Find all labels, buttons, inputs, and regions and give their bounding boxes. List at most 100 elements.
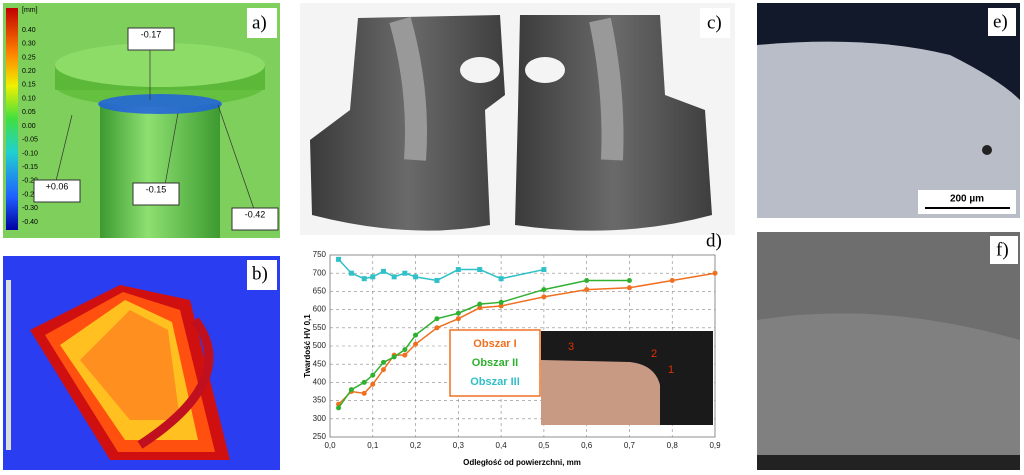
scale-label: -0.30 [22, 205, 38, 212]
callout-box [231, 207, 279, 231]
marker [348, 387, 354, 393]
legend-strip [6, 280, 11, 450]
y-tick-label: 500 [313, 341, 327, 350]
x-tick-label: 0,8 [667, 441, 679, 450]
scale-label: 0.10 [22, 95, 36, 102]
info-bar [757, 455, 1020, 470]
marker [455, 267, 461, 273]
y-tick-label: 400 [313, 378, 327, 387]
y-tick-label: 550 [313, 323, 327, 332]
marker [391, 274, 397, 280]
marker [380, 359, 386, 365]
marker [669, 277, 675, 283]
marker [626, 285, 632, 291]
fillet-deviation [98, 94, 222, 114]
panel-label: d) [706, 230, 722, 251]
y-tick-label: 250 [313, 432, 327, 441]
callout: -0.42 [245, 209, 266, 219]
inset-dark [541, 331, 713, 425]
y-tick-label: 650 [313, 287, 327, 296]
groove [589, 17, 624, 161]
callout-box [33, 179, 81, 203]
label-bg [988, 8, 1016, 36]
x-tick-label: 0,5 [538, 441, 550, 450]
marker [477, 267, 483, 273]
label-bg [700, 8, 730, 38]
legend-entry: Obszar I [473, 338, 516, 350]
marker [380, 268, 386, 274]
panel-e: 200 µm e) [757, 3, 1020, 218]
shaft [100, 100, 220, 238]
marker [413, 341, 419, 347]
legend-entry: Obszar II [472, 357, 518, 369]
panel-a: [mm] 0.40 0.30 0.25 0.20 0.15 0.10 0.05 0.00 -0.… [3, 3, 280, 238]
y-tick-label: 700 [313, 268, 327, 277]
y-tick-label: 350 [313, 396, 327, 405]
x-tick-label: 0,4 [496, 441, 508, 450]
label-bg [990, 236, 1018, 264]
inset-label: 1 [668, 364, 674, 376]
panel-label: e) [993, 11, 1008, 32]
scale-bg [918, 190, 1016, 214]
y-tick-label: 450 [313, 359, 327, 368]
legend-entry: Obszar III [470, 376, 520, 388]
marker [348, 270, 354, 276]
panel-label: a) [252, 12, 267, 33]
scale-label: -0.15 [22, 164, 38, 171]
micrograph [757, 41, 1020, 218]
panel-d: d) Twardość HV 0,1 Odległość od powierzc… [303, 230, 722, 467]
panel-label: f) [996, 239, 1009, 260]
marker [336, 256, 342, 262]
scale-label: -0.20 [22, 178, 38, 185]
scale-label: 0.25 [22, 54, 36, 61]
marker [434, 316, 440, 322]
marker [413, 332, 419, 338]
scale-label: -0.40 [22, 219, 38, 226]
panel-label: c) [707, 12, 722, 33]
hole [525, 57, 565, 83]
y-tick-label: 300 [313, 414, 327, 423]
micrograph [757, 313, 1020, 455]
zone [80, 310, 180, 420]
x-tick-label: 0,7 [624, 441, 636, 450]
scale-text: 200 µm [950, 194, 984, 205]
marker [477, 305, 483, 311]
marker [541, 294, 547, 300]
marker [380, 367, 386, 373]
y-axis-label: Twardość HV 0,1 [303, 314, 312, 378]
scale-label: -0.25 [22, 191, 38, 198]
marker [370, 381, 376, 387]
x-tick-label: 0,6 [581, 441, 593, 450]
panel-f: f) [757, 232, 1020, 470]
scale-label: -0.05 [22, 137, 38, 144]
callout: -0.15 [146, 184, 167, 194]
inset-label: 3 [568, 341, 574, 353]
leader [54, 114, 73, 186]
callout: +0.06 [46, 181, 69, 191]
groove [389, 16, 427, 161]
label-bg [247, 8, 277, 38]
x-tick-label: 0,3 [453, 441, 465, 450]
pore [982, 145, 992, 155]
marker [361, 276, 367, 282]
marker [402, 352, 408, 358]
marker [402, 270, 408, 276]
marker [391, 354, 397, 360]
marker [361, 379, 367, 385]
scale-labels: 0.40 0.30 0.25 0.20 0.15 0.10 0.05 0.00 -0.05 -0.… [22, 27, 38, 226]
panel-b: b) [3, 256, 280, 470]
unit-label: [mm] [22, 7, 38, 14]
scale-label: 0.40 [22, 27, 36, 34]
marker [584, 287, 590, 293]
marker [455, 316, 461, 322]
marker [626, 277, 632, 283]
leader [217, 104, 256, 213]
marker [455, 310, 461, 316]
hole [460, 57, 500, 83]
y-tick-label: 600 [313, 305, 327, 314]
marker [498, 299, 504, 305]
marker [434, 325, 440, 331]
callout-box [132, 182, 180, 206]
zone [137, 317, 214, 449]
y-tick-label: 750 [313, 250, 327, 259]
